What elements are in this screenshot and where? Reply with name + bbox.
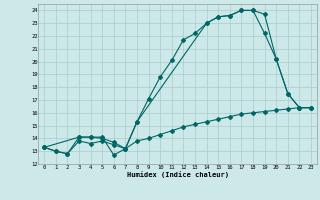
X-axis label: Humidex (Indice chaleur): Humidex (Indice chaleur) — [127, 171, 228, 178]
